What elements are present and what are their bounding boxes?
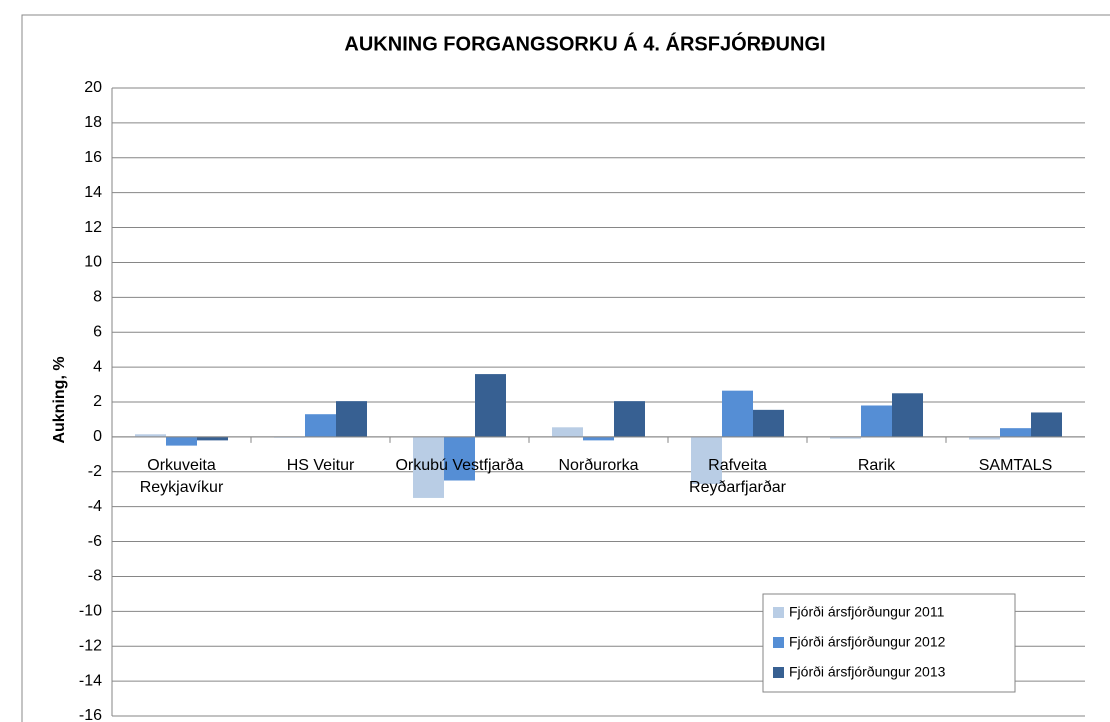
- bar: [830, 436, 861, 439]
- x-tick-label: Rafveita Reyðarfjarðar: [689, 456, 786, 496]
- x-tick-label: Orkuveita Reykjavíkur: [139, 456, 224, 496]
- bar: [722, 390, 753, 437]
- bar: [444, 436, 475, 481]
- chart-title: AUKNING FORGANGSORKU Á 4. ÁRSFJÓRÐUNGI: [344, 31, 825, 55]
- legend-swatch: [773, 667, 784, 678]
- y-tick-label: -4: [88, 498, 102, 515]
- bar: [1031, 412, 1062, 437]
- x-tick-label: SAMTALS: [978, 456, 1053, 474]
- y-tick-label: 10: [84, 254, 102, 271]
- y-tick-label: 0: [93, 428, 102, 445]
- bar: [614, 401, 645, 437]
- y-tick-label: -8: [88, 568, 102, 585]
- y-tick-label: 16: [84, 149, 102, 166]
- bar: [197, 436, 228, 441]
- bar: [475, 374, 506, 437]
- legend-box: [762, 593, 1016, 693]
- bar: [166, 436, 197, 446]
- y-tick-label: -12: [79, 637, 102, 654]
- y-tick-label: -2: [88, 463, 102, 480]
- bar: [336, 401, 367, 437]
- y-tick-label: -16: [79, 707, 102, 722]
- bar: [583, 436, 614, 441]
- y-axis-label: Aukning, %: [51, 356, 68, 443]
- bar: [1000, 428, 1031, 437]
- legend-label: Fjórði ársfjórðungur 2011: [789, 604, 945, 620]
- y-tick-label: 2: [93, 393, 102, 410]
- y-tick-label: -14: [79, 672, 102, 689]
- y-tick-label: 8: [93, 289, 102, 306]
- bar: [861, 405, 892, 437]
- x-tick-label: Rarik: [857, 456, 896, 474]
- y-tick-label: -6: [88, 533, 102, 550]
- x-tick-label: HS Veitur: [286, 456, 355, 474]
- bar: [135, 434, 166, 437]
- y-tick-label: 18: [84, 114, 102, 131]
- legend-label: Fjórði ársfjórðungur 2013: [789, 664, 946, 680]
- y-tick-label: 12: [84, 219, 102, 236]
- x-tick-label: Norðurorka: [558, 456, 639, 474]
- x-tick-label: Orkubú Vestfjarða: [395, 456, 524, 474]
- bar: [413, 436, 444, 498]
- bar: [552, 427, 583, 437]
- y-tick-label: 20: [84, 79, 102, 96]
- y-tick-label: 6: [93, 323, 102, 340]
- legend-label: Fjórði ársfjórðungur 2012: [789, 634, 946, 650]
- bar: [691, 436, 722, 484]
- y-tick-label: 4: [93, 358, 102, 375]
- bar: [892, 393, 923, 437]
- y-tick-label: -10: [79, 603, 102, 620]
- bar: [969, 436, 1000, 440]
- legend-swatch: [773, 637, 784, 648]
- legend-swatch: [773, 607, 784, 618]
- bar: [753, 409, 784, 437]
- y-tick-label: 14: [84, 184, 102, 201]
- bar: [305, 414, 336, 437]
